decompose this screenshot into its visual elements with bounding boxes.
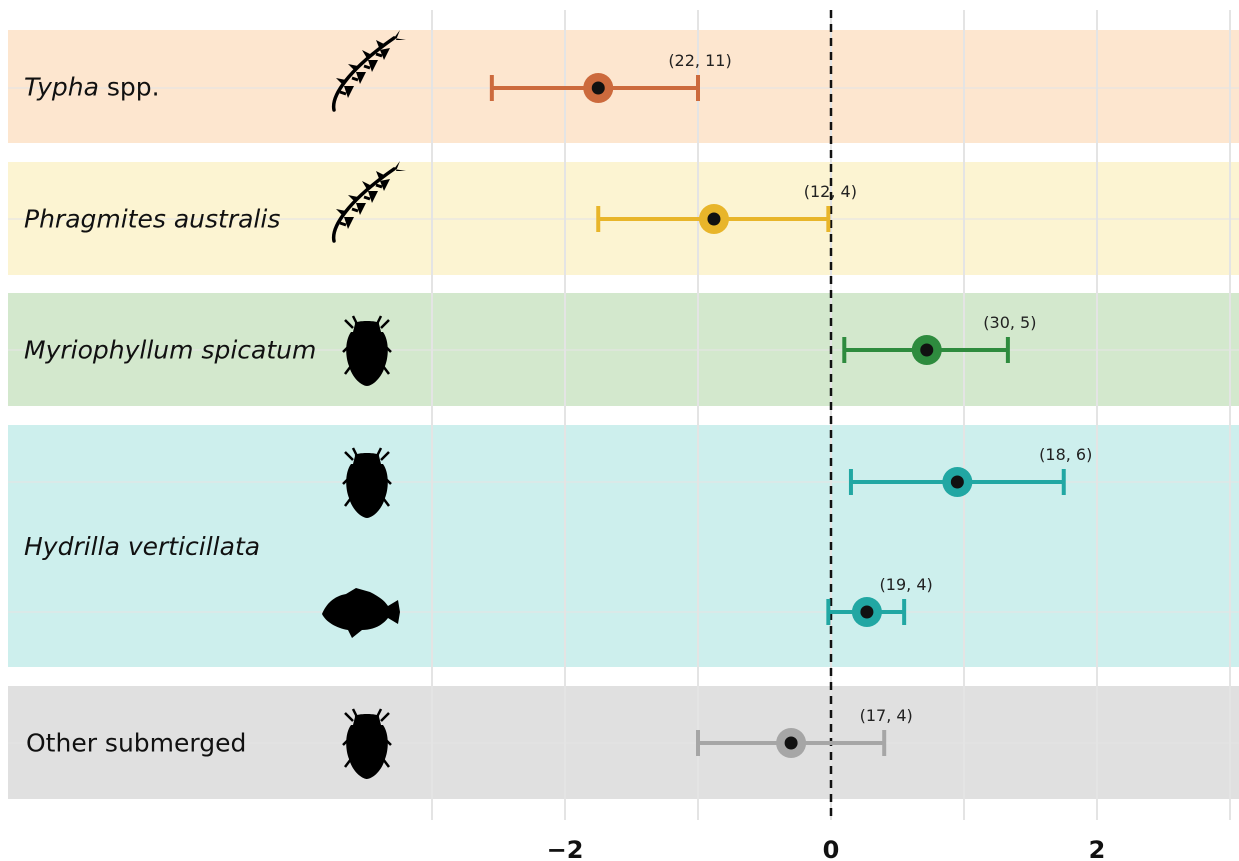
group-label: Phragmites australis bbox=[24, 205, 280, 234]
sample-size-label: (17, 4) bbox=[860, 706, 913, 725]
estimate-center bbox=[860, 605, 874, 619]
sample-size-label: (22, 11) bbox=[668, 51, 731, 70]
estimates: (22, 11) (12, 4) (30, 5) (18, 6) (19, 4) (17,… bbox=[322, 28, 1092, 781]
group-labels: Typha spp. Phragmites australis Myriophyll… bbox=[24, 73, 316, 758]
group-label-genus: Typha bbox=[24, 73, 99, 102]
group-label-rest: spp. bbox=[99, 73, 160, 102]
estimate-center bbox=[920, 343, 934, 357]
estimate-center bbox=[784, 736, 798, 750]
estimate-center bbox=[591, 81, 605, 95]
group-label: Myriophyllum spicatum bbox=[24, 336, 316, 365]
sample-size-label: (12, 4) bbox=[804, 182, 857, 201]
estimate-center bbox=[707, 212, 721, 226]
sample-size-label: (19, 4) bbox=[880, 575, 933, 594]
gridlines bbox=[431, 10, 1231, 820]
x-tick-label: −2 bbox=[547, 836, 584, 861]
sample-size-label: (30, 5) bbox=[983, 313, 1036, 332]
sample-size-label: (18, 6) bbox=[1039, 445, 1092, 464]
estimate-center bbox=[950, 475, 964, 489]
group-label: Other submerged bbox=[26, 729, 246, 758]
group-band bbox=[8, 425, 1239, 667]
group-bands bbox=[8, 30, 1239, 799]
x-tick-label: 0 bbox=[823, 836, 840, 861]
group-label: Hydrilla verticillata bbox=[24, 532, 260, 561]
x-axis-ticks: −2 0 2 bbox=[547, 836, 1106, 861]
x-tick-label: 2 bbox=[1089, 836, 1106, 861]
group-label: Typha spp. bbox=[24, 73, 160, 102]
